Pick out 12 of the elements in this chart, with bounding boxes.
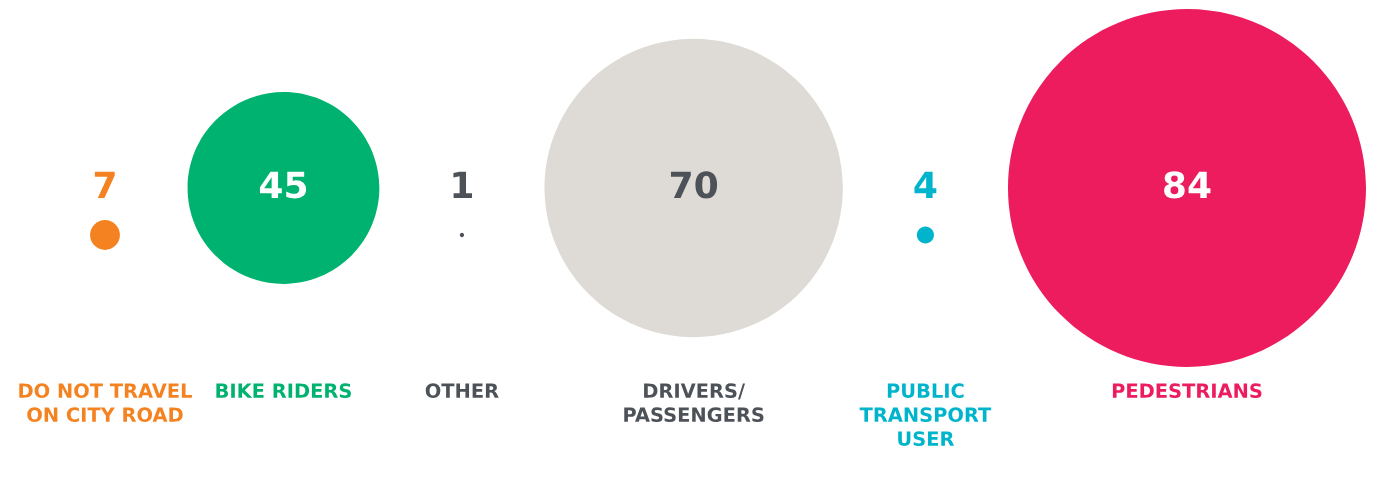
data-label: 1	[453, 171, 473, 198]
data-label: 84	[1164, 171, 1211, 199]
category-label: PEDESTRIANS	[1112, 383, 1262, 399]
category-label: PUBLIC TRANSPORT USER	[859, 383, 992, 447]
category-label: DO NOT TRAVEL ON CITY ROAD	[19, 383, 192, 423]
data-label: 70	[670, 171, 718, 199]
data-label: 45	[259, 171, 307, 199]
category-label: DRIVERS/ PASSENGERS	[624, 383, 764, 423]
category-label: OTHER	[425, 383, 499, 399]
data-label: 4	[914, 171, 937, 198]
category-label: BIKE RIDERS	[216, 383, 351, 399]
data-label: 7	[94, 171, 115, 198]
